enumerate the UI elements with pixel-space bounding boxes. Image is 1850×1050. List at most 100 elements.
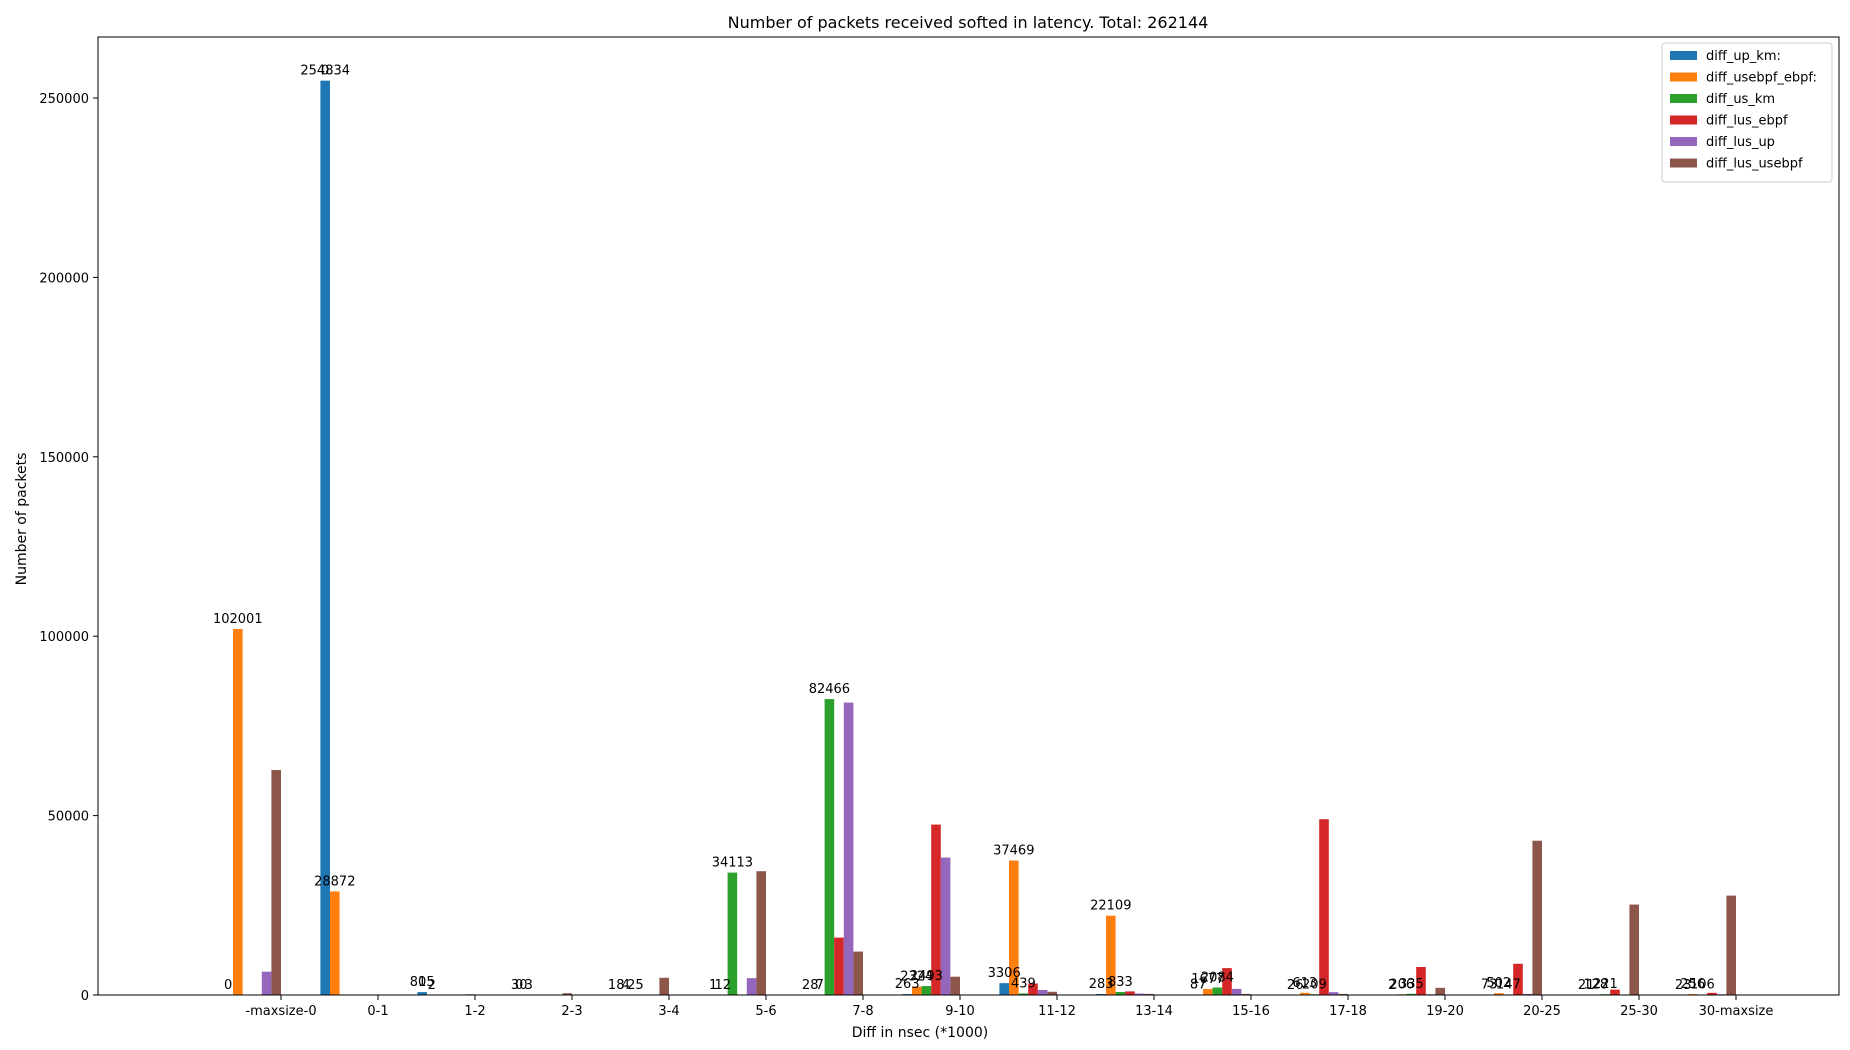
chart-title: Number of packets received softed in lat… — [728, 13, 1209, 32]
y-tick-label: 100000 — [39, 630, 89, 645]
bar-value-label: 209 — [1302, 977, 1327, 992]
x-tick-label: 1-2 — [464, 1004, 485, 1019]
bar-value-label: 502 — [1486, 976, 1511, 991]
bar-19-20-series-2 — [1406, 993, 1417, 995]
bar-value-label: 206 — [1389, 977, 1414, 992]
bar-9-10-series-4 — [940, 857, 951, 995]
x-tick-label: 3-4 — [658, 1004, 679, 1019]
x-tick-label: 13-14 — [1135, 1004, 1173, 1019]
bar-7-8-series-5 — [853, 951, 863, 995]
bar-value-label: 815 — [410, 975, 435, 990]
bar-value-label: 28 — [802, 978, 819, 993]
bar-15-16-series-2 — [1212, 987, 1223, 995]
y-tick-label: 250000 — [39, 92, 89, 107]
bar-value-label: 106 — [1690, 978, 1715, 993]
x-tick-label: 5-6 — [755, 1004, 776, 1019]
bar-13-14-series-0 — [1096, 993, 1106, 995]
x-tick-label: 2-3 — [561, 1004, 582, 1019]
bar-value-label: 0 — [224, 978, 232, 993]
bar-0-1-series-0 — [320, 80, 330, 995]
bar-value-label: 23 — [1675, 978, 1692, 993]
bar-value-label: 3306 — [988, 966, 1021, 981]
bar-value-label: 30 — [511, 978, 528, 993]
x-tick-label: 9-10 — [945, 1004, 975, 1019]
bar-20-25-series-4 — [1522, 993, 1533, 995]
x-axis-title: Diff in nsec (*1000) — [852, 1025, 988, 1041]
bar-7-8-series-2 — [824, 699, 835, 995]
bar-value-label: 0 — [418, 975, 426, 990]
legend-box — [1661, 42, 1833, 183]
bar-value-label: 73 — [1481, 978, 1498, 993]
bar-value-label: 335 — [1399, 977, 1424, 992]
bar-11-12-series-4 — [1037, 989, 1048, 995]
bar-value-label: 28872 — [314, 874, 355, 889]
legend-swatch — [1670, 137, 1697, 146]
bar-value-label: 102001 — [213, 612, 263, 627]
bar-value-label: 283 — [1089, 977, 1114, 992]
legend-swatch — [1670, 51, 1697, 60]
y-tick-label: 50000 — [48, 810, 89, 825]
bar-value-label: 87 — [1190, 978, 1207, 993]
legend-label: diff_lus_ebpf — [1706, 114, 1788, 129]
bar-17-18-series-1 — [1300, 992, 1310, 995]
bar-11-12-series-0 — [999, 983, 1009, 995]
x-tick-label: 15-16 — [1232, 1004, 1270, 1019]
bar-15-16-series-1 — [1203, 988, 1213, 995]
bar-9-10-series-3 — [931, 824, 941, 995]
bar-value-label: 263 — [895, 977, 920, 992]
bar-11-12-series-1 — [1009, 860, 1019, 995]
bar-11-12-series-2 — [1018, 993, 1029, 995]
bar-19-20-series-3 — [1416, 967, 1426, 995]
bar-value-label: 22109 — [1090, 899, 1131, 914]
bar-value-label: 26 — [1287, 978, 1304, 993]
legend-label: diff_lus_usebpf — [1706, 157, 1803, 172]
x-tick-label: 11-12 — [1038, 1004, 1076, 1019]
bar-9-10-series-2 — [921, 986, 932, 995]
plot-frame — [97, 36, 1840, 996]
bar-value-label: 2324 — [900, 970, 933, 985]
bar-5-6-series-5 — [756, 871, 766, 995]
y-axis-title: Number of packets — [14, 453, 30, 586]
legend-label: diff_us_km — [1706, 92, 1775, 107]
bar-value-label: 3 — [525, 978, 533, 993]
bar-30-maxsize-series-5 — [1726, 895, 1736, 995]
x-tick-label: -maxsize-0 — [245, 1004, 316, 1019]
bar-0-1-series-1 — [330, 891, 340, 995]
bars-layer — [233, 80, 1736, 995]
bar-19-20-series-5 — [1435, 987, 1445, 995]
bar-value-label: 12 — [715, 978, 732, 993]
bar-value-label: 0 — [515, 978, 523, 993]
bar-value-label: 21 — [1578, 978, 1595, 993]
bar-2-3-series-5 — [562, 993, 572, 995]
bar-value-label: 439 — [1011, 976, 1036, 991]
bar-value-label: 1677 — [1191, 972, 1224, 987]
bar--maxsize-0-series-5 — [271, 770, 281, 995]
bar-20-25-series-5 — [1532, 840, 1542, 995]
bar-value-label: 2084 — [1201, 971, 1234, 986]
bar-13-14-series-5 — [1144, 993, 1154, 995]
legend-swatch — [1670, 158, 1697, 168]
bar-25-30-series-5 — [1629, 904, 1639, 995]
bar-value-label: 221 — [1593, 977, 1618, 992]
y-axis: 0 50000 100000 150000 200000 250000 — [39, 92, 98, 1004]
bar--maxsize-0-series-4 — [261, 971, 272, 995]
bar-value-label: 0 — [321, 64, 329, 79]
x-tick-label: 19-20 — [1426, 1004, 1464, 1019]
legend-label: diff_up_km: — [1706, 49, 1781, 64]
bar-17-18-series-3 — [1319, 819, 1329, 995]
legend-swatch — [1670, 72, 1697, 82]
bar-30-maxsize-series-3 — [1707, 992, 1717, 995]
x-axis: -maxsize-0 0-1 1-2 2-3 3-4 5-6 7-8 9-10 11-12 13-… — [245, 995, 1773, 1019]
bar-11-12-series-5 — [1047, 991, 1057, 995]
y-tick-label: 0 — [81, 989, 89, 1004]
legend-swatch — [1670, 94, 1697, 103]
bar-15-16-series-3 — [1222, 968, 1232, 995]
bar-value-label: 2493 — [910, 969, 943, 984]
y-tick-label: 150000 — [39, 451, 89, 466]
bar-7-8-series-3 — [834, 937, 844, 995]
bar-value-label: 128 — [1583, 978, 1608, 993]
bar-17-18-series-5 — [1338, 993, 1348, 995]
